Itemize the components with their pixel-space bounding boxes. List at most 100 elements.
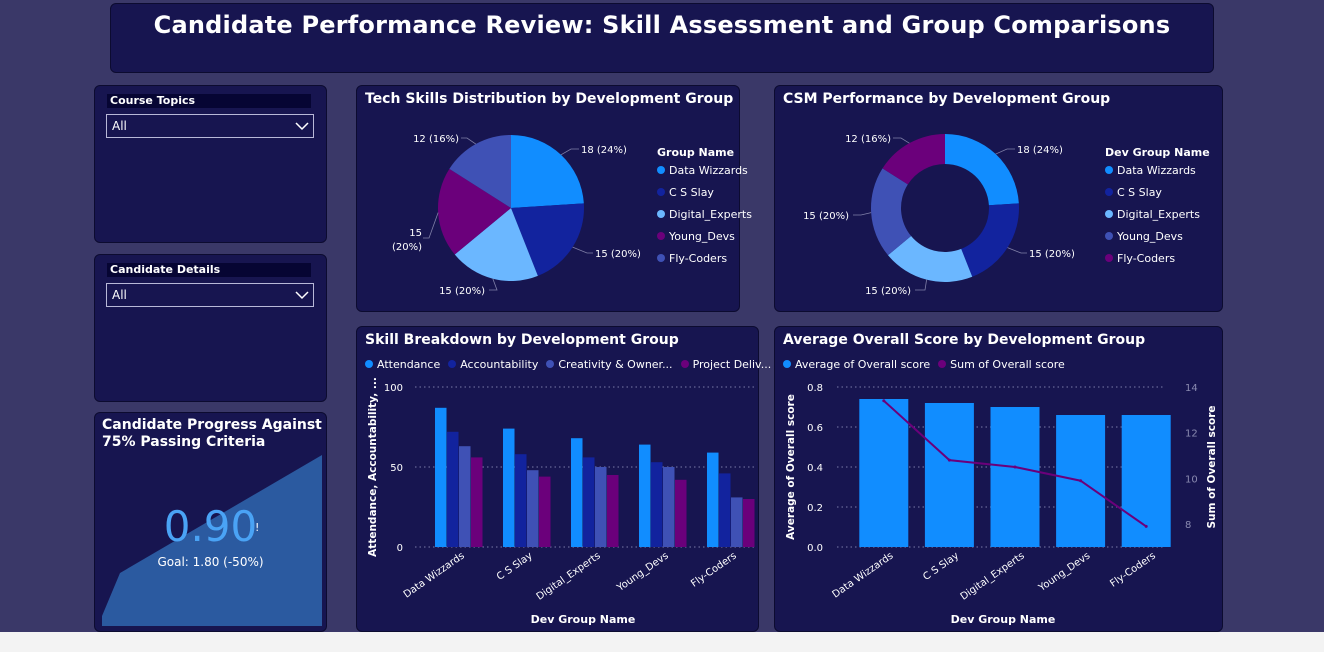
slice-label: 15 [409, 228, 422, 239]
y2-tick-label: 12 [1185, 429, 1198, 440]
tech-skills-pie-chart: 18 (24%) 15 (20%) 15 (20%) 15 (20%) 12 (16%) [392, 134, 641, 297]
legend-item[interactable]: Project Deliv... [680, 358, 772, 371]
slice-label: 12 (16%) [845, 134, 891, 145]
legend-dot [657, 210, 665, 218]
y2-axis-label: Sum of Overall score [1206, 405, 1218, 528]
legend-item[interactable]: Digital_Experts [657, 208, 752, 230]
bar [471, 457, 483, 547]
legend-dot [657, 166, 665, 174]
course-topics-label: Course Topics [107, 94, 311, 108]
slice-label: 15 (20%) [865, 286, 911, 297]
leader-line [572, 246, 593, 254]
leader-line [1007, 247, 1027, 254]
leader-line [893, 137, 910, 144]
tech-skills-title: Tech Skills Distribution by Development … [365, 91, 734, 107]
bar [435, 407, 447, 547]
legend-dot [365, 360, 373, 368]
legend-item[interactable]: Data Wizzards [1105, 164, 1210, 186]
bar [447, 431, 459, 547]
csm-performance-title: CSM Performance by Development Group [783, 91, 1111, 107]
legend-label: Digital_Experts [669, 208, 752, 221]
bar [707, 452, 719, 547]
skill-breakdown-bar-chart: 0 50 100 Data Wizzards C S Slay Digital_Exper… [367, 377, 755, 626]
legend-dot [448, 360, 457, 368]
legend-item[interactable]: Young_Devs [657, 230, 752, 252]
slice-label: 12 (16%) [413, 134, 459, 145]
bar [539, 476, 551, 547]
x-tick-label: Fly-Coders [689, 550, 739, 589]
bar [639, 444, 651, 547]
bar [595, 467, 607, 547]
bar [583, 457, 595, 547]
skill-breakdown-legend: Attendance Accountability Creativity & Own… [365, 358, 779, 371]
legend-item[interactable]: Digital_Experts [1105, 208, 1210, 230]
page-title: Candidate Performance Review: Skill Asse… [153, 11, 1171, 39]
bar [571, 438, 583, 547]
overall-score-panel: Average Overall Score by Development Gro… [774, 326, 1223, 632]
x-tick-label: Digital_Experts [959, 550, 1027, 602]
skill-breakdown-title: Skill Breakdown by Development Group [365, 332, 679, 348]
overall-score-combo-chart: 0.0 0.2 0.4 0.6 0.8 8 10 12 14 Data Wizzards C S S… [785, 383, 1218, 626]
y2-tick-label: 10 [1185, 474, 1198, 485]
pie-slice [449, 135, 511, 208]
title-bar: Candidate Performance Review: Skill Asse… [110, 3, 1214, 73]
chevron-down-icon [295, 291, 309, 300]
legend-item[interactable]: Data Wizzards [657, 164, 752, 186]
legend-label: Average of Overall score [795, 358, 931, 371]
legend-item[interactable]: Average of Overall score [783, 358, 930, 371]
legend-label: Young_Devs [1117, 230, 1183, 243]
overall-score-legend: Average of Overall score Sum of Overall s… [783, 358, 1073, 371]
legend-dot [680, 360, 689, 368]
kpi-goal: Goal: 1.80 (-50%) [157, 555, 264, 569]
y2-tick-label: 14 [1185, 383, 1198, 394]
candidate-details-dropdown[interactable]: All [106, 283, 314, 307]
legend-item[interactable]: Young_Devs [1105, 230, 1210, 252]
line-point [947, 458, 951, 462]
y-axis-label: Attendance, Accountability, ... [367, 377, 379, 557]
legend-label: Digital_Experts [1117, 208, 1200, 221]
legend-item[interactable]: Accountability [448, 358, 538, 371]
kpi-trend-area [102, 455, 322, 626]
course-topics-dropdown[interactable]: All [106, 114, 314, 138]
csm-performance-panel: CSM Performance by Development Group 18 … [774, 85, 1223, 312]
legend-item[interactable]: Fly-Coders [1105, 252, 1210, 274]
legend-label: Project Deliv... [692, 358, 772, 371]
bar [731, 497, 743, 547]
course-topics-value: All [112, 119, 127, 133]
legend-dot [1105, 232, 1113, 240]
slice-label: (20%) [392, 242, 422, 253]
y-tick-label: 0 [397, 543, 403, 554]
bar [924, 403, 974, 547]
line-point [1079, 479, 1083, 483]
slice-label: 15 (20%) [803, 211, 849, 222]
legend-item[interactable]: Fly-Coders [657, 252, 752, 274]
pie-slice [871, 168, 912, 256]
x-tick-label: Young_Devs [615, 550, 671, 594]
legend-item[interactable]: C S Slay [1105, 186, 1210, 208]
legend-item[interactable]: Attendance [365, 358, 440, 371]
leader-line [461, 137, 477, 145]
legend-title: Group Name [657, 146, 735, 159]
leader-line [915, 279, 927, 291]
y-tick-label: 0.0 [807, 543, 823, 554]
bar [515, 454, 527, 547]
legend-item[interactable]: C S Slay [657, 186, 752, 208]
slice-label: 18 (24%) [1017, 145, 1063, 156]
kpi-area-chart [102, 455, 322, 626]
slice-label: 18 (24%) [581, 145, 627, 156]
skill-breakdown-panel: Skill Breakdown by Development Group Att… [356, 326, 771, 632]
y-axis-label: Average of Overall score [785, 394, 797, 540]
line-point [1144, 524, 1148, 528]
bar [675, 479, 687, 547]
legend-label: C S Slay [669, 186, 714, 199]
legend-item[interactable]: Sum of Overall score [938, 358, 1065, 371]
bar [719, 473, 731, 547]
x-tick-label: C S Slay [495, 550, 535, 582]
bar [663, 467, 675, 547]
legend-item[interactable]: Creativity & Owner... [546, 358, 673, 371]
y2-tick-label: 8 [1185, 520, 1191, 531]
line-point [882, 399, 886, 403]
leader-line [853, 212, 872, 216]
x-tick-label: Digital_Experts [535, 550, 603, 602]
legend-dot [938, 360, 947, 368]
